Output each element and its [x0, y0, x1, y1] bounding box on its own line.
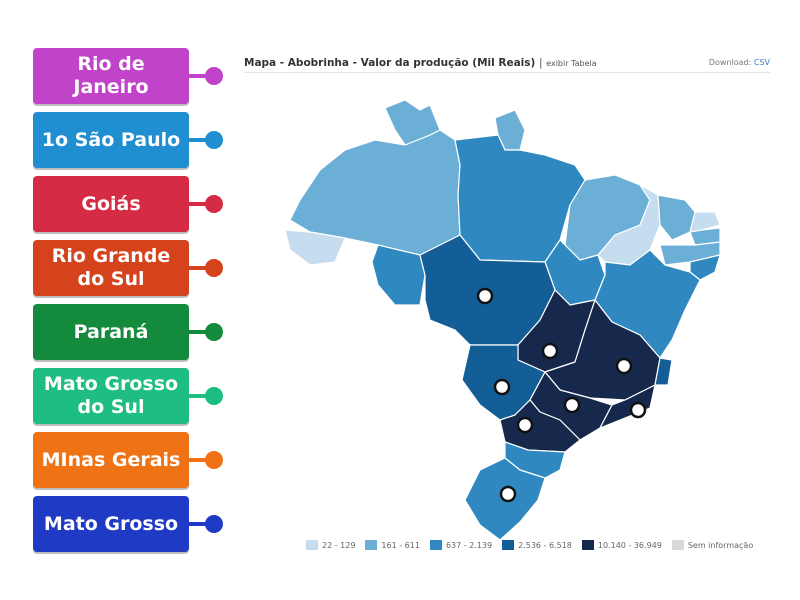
- label-mato-grosso[interactable]: Mato Grosso: [33, 496, 189, 552]
- region-rio-de-janeiro[interactable]: [599, 384, 656, 429]
- label-text: Paraná: [73, 320, 149, 343]
- label-rio-grande-do-sul[interactable]: Rio Grande do Sul: [33, 240, 189, 296]
- map-title: Mapa - Abobrinha - Valor da produção (Mi…: [244, 57, 597, 69]
- target-marker-goias[interactable]: [541, 342, 559, 360]
- label-text: Mato Grosso: [43, 512, 179, 535]
- label-goias[interactable]: Goiás: [33, 176, 189, 232]
- region-paraiba[interactable]: [689, 227, 721, 246]
- legend-swatch: [306, 540, 318, 550]
- target-marker-mato-grosso[interactable]: [476, 287, 494, 305]
- label-minas-gerais[interactable]: MInas Gerais: [33, 432, 189, 488]
- label-mato-grosso-do-sul[interactable]: Mato Grosso do Sul: [33, 368, 189, 424]
- region-roraima[interactable]: [384, 99, 441, 146]
- label-text: MInas Gerais: [41, 448, 181, 471]
- region-ceara[interactable]: [657, 194, 696, 241]
- legend-item: 2.536 - 6.518: [502, 540, 572, 550]
- target-marker-minas-gerais[interactable]: [615, 357, 633, 375]
- legend-item: 22 - 129: [306, 540, 355, 550]
- legend-item: 10.140 - 36.949: [581, 540, 662, 550]
- legend-item: 161 - 611: [365, 540, 420, 550]
- region-espirito-santo[interactable]: [654, 357, 673, 386]
- legend-swatch: [365, 540, 378, 550]
- map-legend: 22 - 129 161 - 611 637 - 2.139 2.536 - 6…: [306, 540, 763, 550]
- target-marker-parana[interactable]: [516, 416, 534, 434]
- target-marker-rio-grande-do-sul[interactable]: [499, 485, 517, 503]
- region-alagoas-sergipe[interactable]: [689, 254, 721, 281]
- label-rio-de-janeiro[interactable]: Rio de Janeiro: [33, 48, 189, 104]
- legend-swatch: [502, 540, 515, 550]
- target-marker-rio-de-janeiro[interactable]: [629, 401, 647, 419]
- label-text: Mato Grosso do Sul: [43, 373, 179, 418]
- target-marker-sao-paulo[interactable]: [563, 396, 581, 414]
- label-parana[interactable]: Paraná: [33, 304, 189, 360]
- legend-item: 637 - 2.139: [429, 540, 492, 550]
- legend-swatch: [581, 540, 594, 550]
- divider: [244, 72, 770, 73]
- label-text: Rio Grande do Sul: [51, 245, 171, 290]
- csv-download-link[interactable]: CSV: [753, 58, 770, 67]
- target-marker-mato-grosso-do-sul[interactable]: [493, 378, 511, 396]
- label-text: Rio de Janeiro: [73, 53, 149, 98]
- region-rio-grande-do-norte[interactable]: [689, 211, 721, 233]
- region-rondonia[interactable]: [371, 244, 426, 306]
- label-text: 1o São Paulo: [41, 128, 181, 151]
- legend-swatch: [671, 540, 684, 550]
- download-area: Download: CSV: [708, 58, 770, 67]
- label-sao-paulo[interactable]: 1o São Paulo: [33, 112, 189, 168]
- label-text: Goiás: [81, 192, 141, 215]
- region-minas-gerais[interactable]: [544, 299, 661, 401]
- legend-swatch: [429, 540, 442, 550]
- region-acre[interactable]: [284, 229, 346, 266]
- legend-item: Sem informação: [671, 540, 753, 550]
- show-table-link[interactable]: exibir Tabela: [546, 59, 597, 68]
